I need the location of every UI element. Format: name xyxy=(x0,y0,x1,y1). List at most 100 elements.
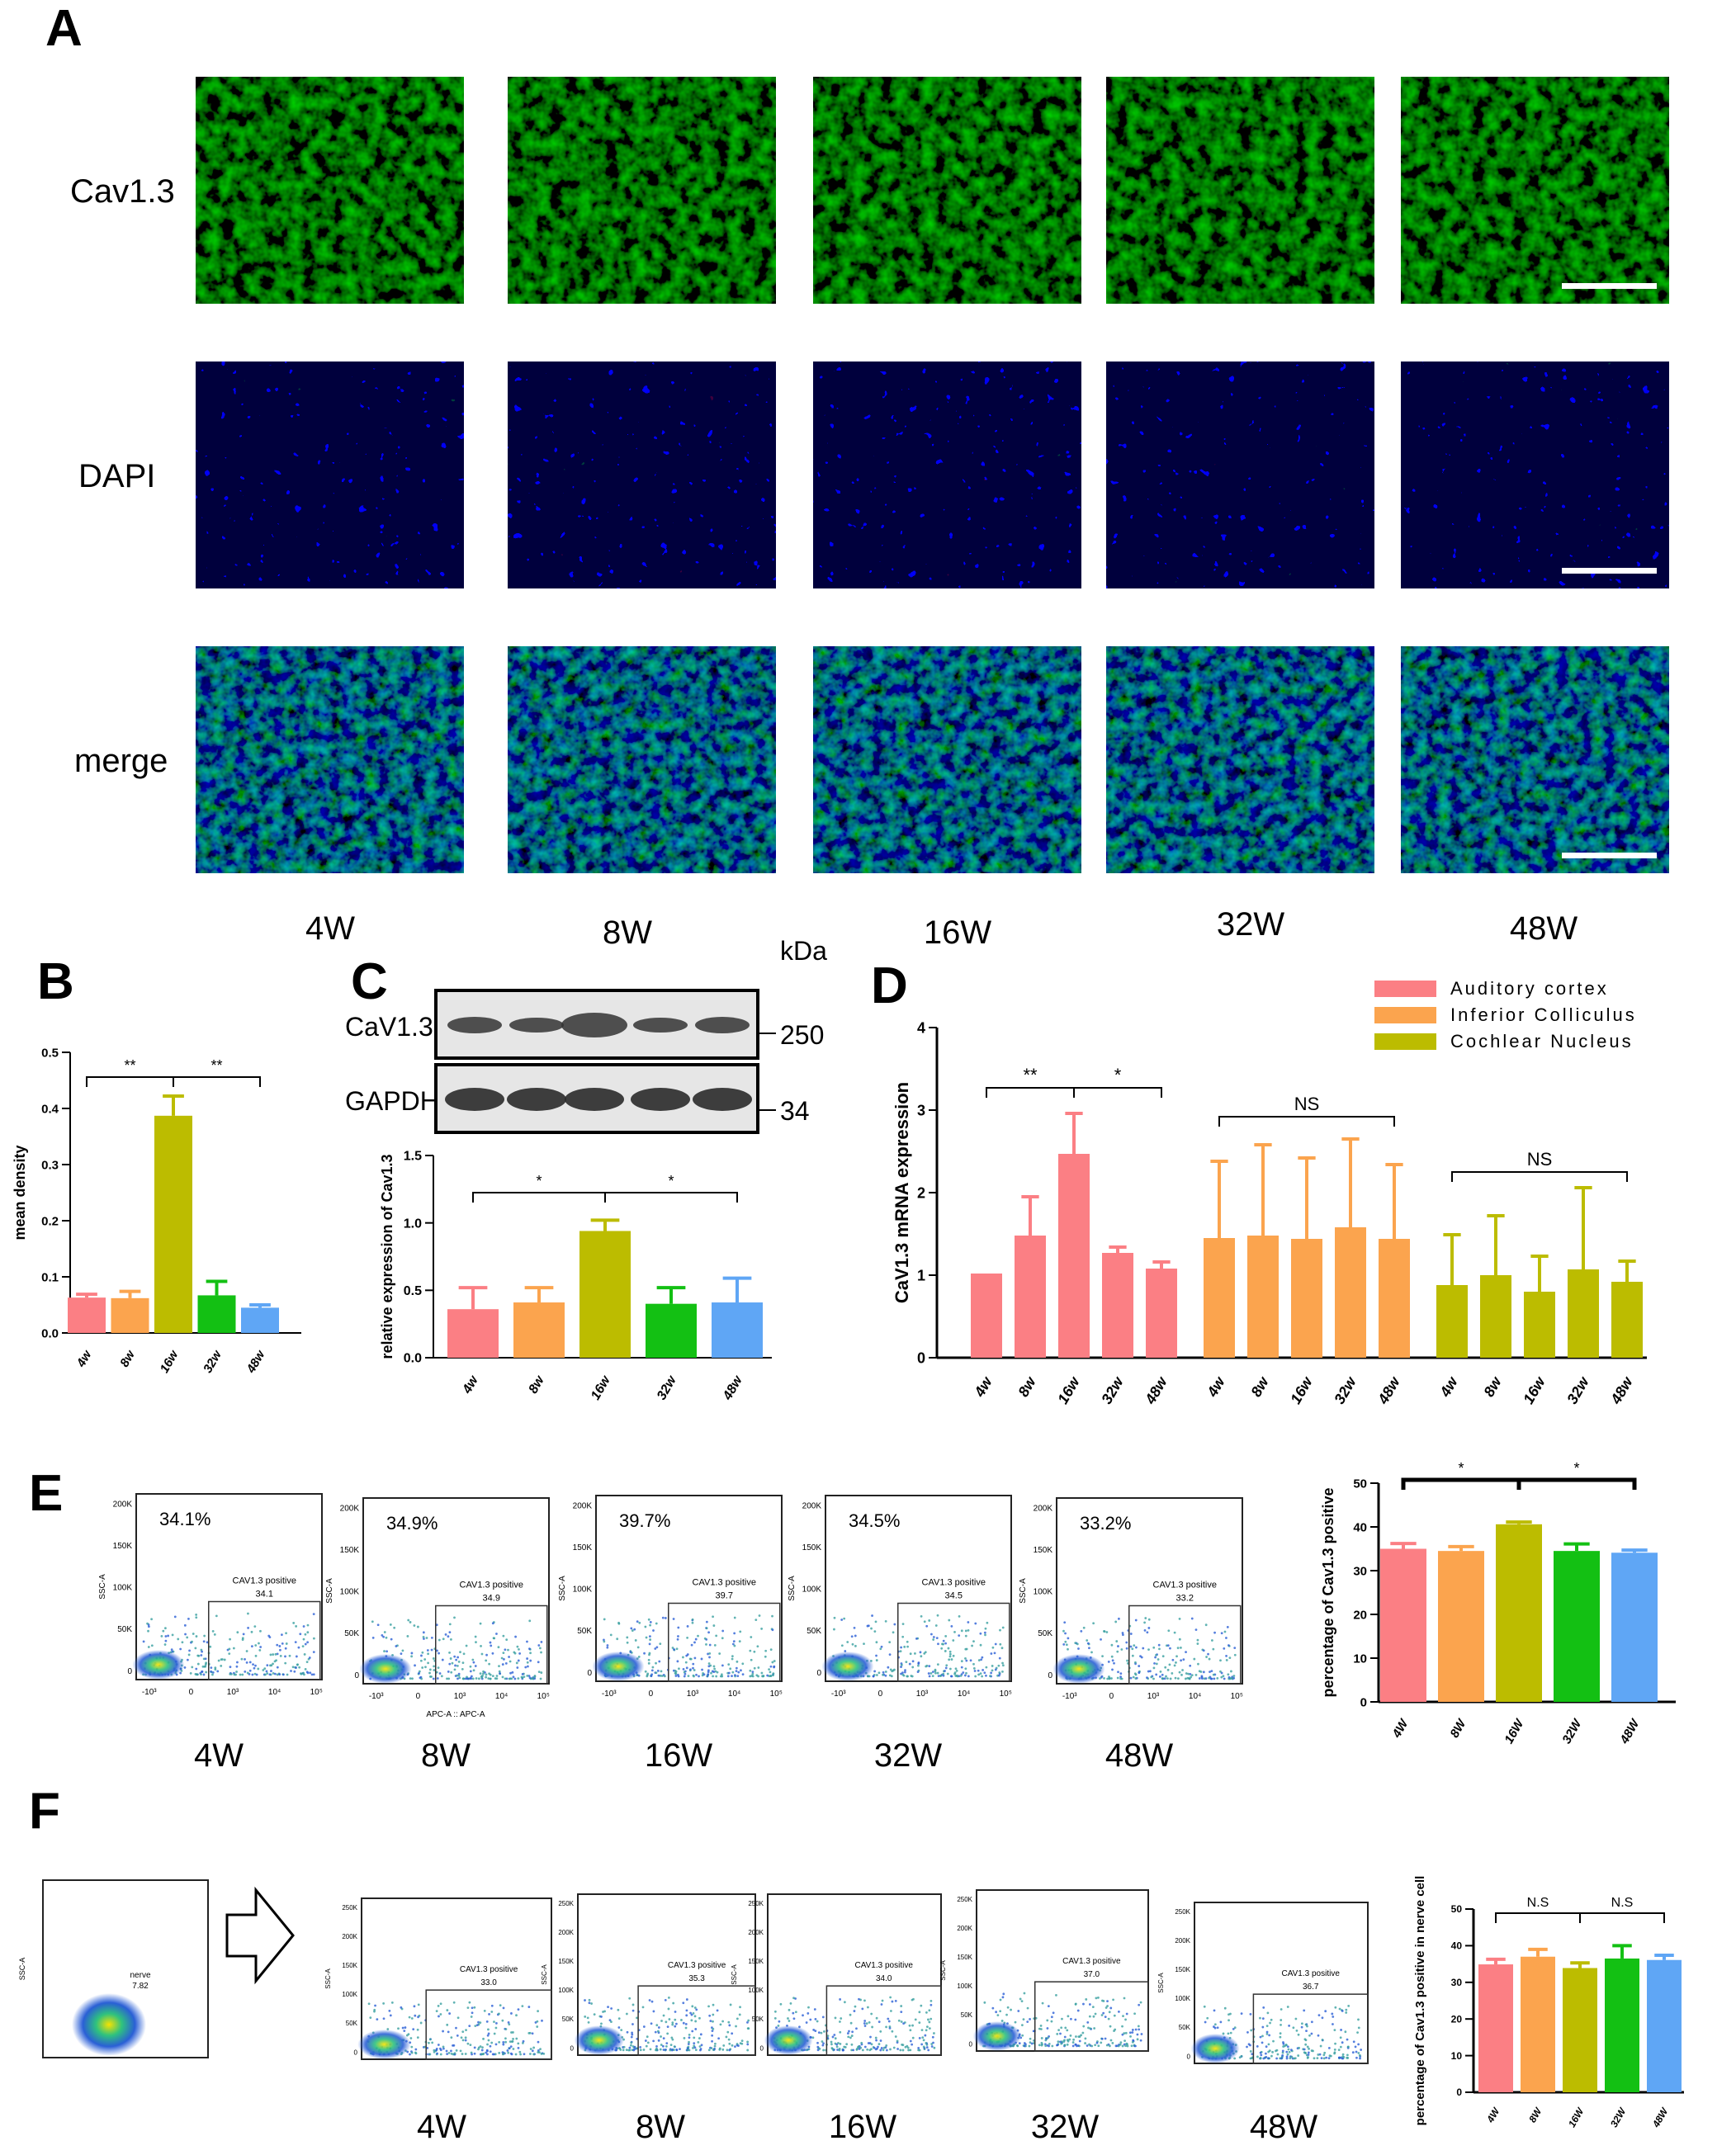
nerve-cloud xyxy=(72,1993,146,2056)
row-label-dapi: DAPI xyxy=(78,458,155,494)
flow-y-tick: 50K xyxy=(807,1627,821,1636)
bar xyxy=(1436,1285,1468,1358)
flow-column-label: 48W xyxy=(1105,1737,1173,1774)
flow-x-tick: 10³ xyxy=(1147,1692,1160,1701)
bar xyxy=(111,1297,149,1333)
bar xyxy=(1335,1227,1366,1358)
bar xyxy=(1058,1154,1090,1358)
y-axis-label: percentage of Cav1.3 positive xyxy=(1320,1487,1336,1697)
significance-bracket xyxy=(604,1192,738,1203)
y-tick-label: 0.4 xyxy=(41,1102,59,1116)
micrograph-cav13-5 xyxy=(1401,77,1669,304)
y-tick-label: 50 xyxy=(1451,1903,1463,1915)
percent-label: 34.5% xyxy=(849,1510,900,1531)
column-label-16w: 16W xyxy=(924,914,991,951)
micrograph-cav13-1 xyxy=(196,77,464,304)
y-tick-label: 0 xyxy=(1456,2086,1462,2098)
flow-x-tick: 10⁴ xyxy=(958,1690,970,1699)
gate-box xyxy=(637,1985,756,2056)
flow-y-tick: 50K xyxy=(562,2016,575,2023)
x-tick-label: 4w xyxy=(73,1347,95,1370)
significance-label: NS xyxy=(1527,1149,1553,1170)
micrograph-cav13-4 xyxy=(1106,77,1374,304)
flow-y-label: SSC-A xyxy=(788,1576,797,1601)
significance-bracket xyxy=(1579,1912,1665,1923)
gate-label: CAV1.3 positive xyxy=(233,1576,296,1586)
percent-label: 39.7% xyxy=(619,1510,670,1531)
scale-bar xyxy=(1562,853,1657,858)
band-gapdh xyxy=(565,1088,624,1111)
flow-plot: CAV1.3 positive 35.3 250K 200K 150K 100K 50K 0 S… xyxy=(541,1893,756,2056)
y-tick-label: 1 xyxy=(917,1267,925,1283)
flow-y-tick: 150K xyxy=(340,1546,360,1555)
flow-plot: CAV1.3 positive 34.5 200K 150K 100K 50K 0 SSC-A… xyxy=(788,1495,1012,1699)
flow-x-tick: -10³ xyxy=(369,1692,384,1701)
x-tick-label: 4W xyxy=(1484,2105,1502,2125)
bar xyxy=(513,1302,565,1358)
bar xyxy=(1611,1552,1658,1702)
flow-y-tick: 150K xyxy=(748,1958,764,1965)
significance-bracket xyxy=(986,1087,1075,1098)
flow-y-label: SSC-A xyxy=(1157,1973,1165,1993)
flow-y-tick: 100K xyxy=(342,1991,357,1998)
y-tick-label: 1.0 xyxy=(404,1217,422,1231)
flow-plot: CAV1.3 positive 33.2 200K 150K 100K 50K 0 SSC-A… xyxy=(1019,1497,1243,1701)
bar xyxy=(1380,1548,1426,1702)
x-tick-label: 48w xyxy=(1142,1373,1171,1407)
flow-x-tick: 10⁵ xyxy=(310,1688,323,1697)
significance-bracket xyxy=(472,1192,606,1203)
kda-unit-label: kDa xyxy=(780,936,827,966)
flow-y-tick: 150K xyxy=(558,1958,574,1965)
flow-y-label: SSC-A xyxy=(324,1968,332,1989)
bar xyxy=(1291,1239,1322,1358)
panel-b-bar-chart: 0.0 0.1 0.2 0.3 0.4 0.5 mean density 4w 8w 16w 32w… xyxy=(12,1046,301,1376)
flow-x-tick: 10⁴ xyxy=(728,1690,740,1699)
significance-label: * xyxy=(1573,1460,1579,1477)
y-tick-label: 0 xyxy=(1360,1695,1367,1709)
row-label-cav13: Cav1.3 xyxy=(70,173,175,210)
flow-x-tick: 10⁴ xyxy=(1189,1692,1201,1701)
flow-y-label: SSC-A xyxy=(541,1964,548,1985)
column-label-48w: 48W xyxy=(1510,910,1578,947)
flow-x-tick: 0 xyxy=(649,1690,654,1699)
micrograph-merge-2 xyxy=(508,646,776,873)
gate-label: CAV1.3 positive xyxy=(460,1581,523,1590)
significance-bracket xyxy=(1516,1477,1637,1490)
y-tick-label: 0.3 xyxy=(41,1158,59,1172)
band-gapdh xyxy=(445,1088,504,1111)
flow-x-tick: 10⁵ xyxy=(1000,1690,1012,1699)
x-tick-label: 8w xyxy=(1480,1373,1505,1400)
significance-bracket xyxy=(1073,1087,1162,1098)
y-tick-label: 30 xyxy=(1353,1564,1367,1578)
bar xyxy=(1480,1275,1511,1358)
y-tick-label: 0.2 xyxy=(41,1214,59,1228)
percent-label: 33.2% xyxy=(1080,1513,1131,1534)
significance-bracket xyxy=(1218,1116,1395,1127)
flow-y-tick: 50K xyxy=(577,1627,592,1636)
panel-e-flow-plots: CAV1.3 positive 34.1 200K 150K 100K 50K 0 SSC-A… xyxy=(98,1493,1243,1774)
flow-x-tick: 10⁵ xyxy=(537,1692,550,1701)
flow-y-tick: 50K xyxy=(346,2020,358,2027)
gate-value: 7.82 xyxy=(132,1982,149,1991)
gate-value: 39.7 xyxy=(716,1591,733,1601)
flow-y-tick: 0 xyxy=(354,2049,358,2056)
bar xyxy=(447,1309,499,1358)
y-axis-label: CaV1.3 mRNA expression xyxy=(892,1082,912,1303)
flow-y-tick: 100K xyxy=(748,1987,764,1994)
bar xyxy=(154,1115,192,1333)
y-tick-label: 50 xyxy=(1353,1477,1367,1491)
gate-box xyxy=(1252,1993,1369,2064)
y-tick-label: 1.5 xyxy=(404,1150,422,1164)
legend-swatch xyxy=(1374,981,1436,997)
arrow-icon xyxy=(225,1886,295,1985)
flow-x-tick: 10³ xyxy=(227,1688,239,1697)
flow-x-tick: -10³ xyxy=(831,1690,846,1699)
x-tick-label: 32w xyxy=(201,1347,225,1375)
gate-label: CAV1.3 positive xyxy=(922,1578,986,1588)
flow-x-tick: 10⁵ xyxy=(770,1690,783,1699)
flow-y-tick: 150K xyxy=(342,1962,357,1969)
flow-plot-nerve: nerve 7.82 SSC-A xyxy=(18,1879,209,2058)
flow-column-label: 16W xyxy=(829,2109,896,2145)
flow-y-tick: 100K xyxy=(558,1987,574,1994)
x-tick-label: 48w xyxy=(244,1347,268,1376)
